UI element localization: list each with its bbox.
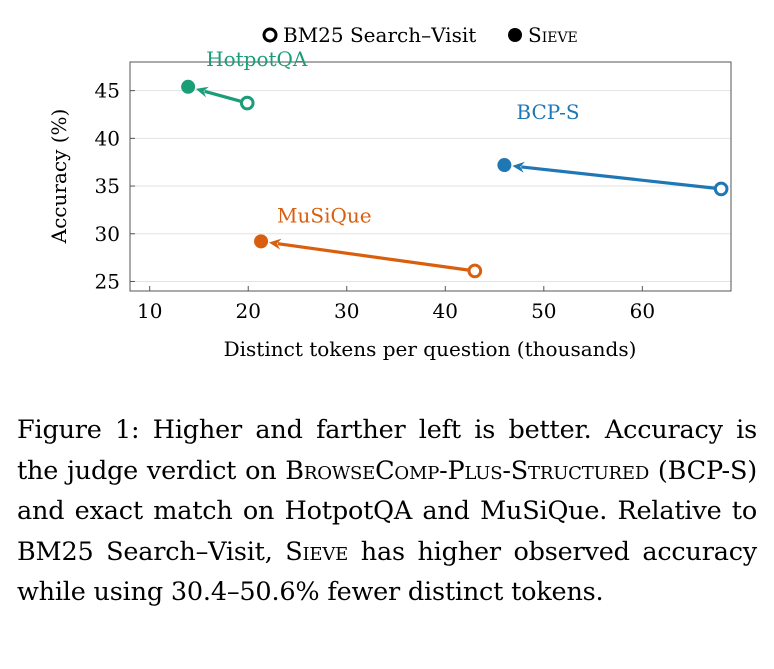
y-tick-label: 25 — [95, 269, 120, 293]
point-bm25-musique — [467, 263, 483, 279]
series-group: HotpotQA BCP-S MuSiQue — [181, 47, 729, 279]
series-label-hotpotqa: HotpotQA — [206, 47, 308, 71]
arrow-head-hotpotqa — [195, 86, 209, 98]
point-sieve-hotpotqa — [181, 79, 196, 94]
arrow-line-musique — [277, 242, 469, 272]
series-bcp-s: BCP-S — [497, 100, 729, 197]
legend-label-sieve: Sieve — [528, 23, 578, 47]
y-tick-label: 40 — [95, 126, 120, 150]
point-sieve-bcp-s — [497, 158, 512, 173]
caption-mid2: has higher observed accuracy while using — [17, 536, 757, 608]
y-axis-label: Accuracy (%) — [47, 109, 71, 245]
caption-prefix: Figure 1: Higher and farther left is bet… — [17, 415, 757, 486]
grid-lines — [130, 90, 731, 282]
y-tick-label: 30 — [95, 222, 120, 246]
point-bm25-hotpotqa — [239, 95, 255, 111]
arrow-line-bcp-s — [521, 165, 715, 190]
legend: BM25 Search–Visit Sieve — [262, 23, 578, 47]
arrow-line-hotpotqa — [204, 89, 241, 103]
legend-label-bm25: BM25 Search–Visit — [283, 23, 476, 47]
figure-caption: Figure 1: Higher and farther left is bet… — [17, 410, 757, 613]
x-tick-label: 10 — [137, 299, 162, 323]
series-musique: MuSiQue — [254, 203, 483, 279]
x-tick-label: 40 — [433, 299, 458, 323]
caption-dataset-name: BrowseComp-Plus-Structured — [285, 455, 650, 486]
x-tick-label: 20 — [236, 299, 261, 323]
x-tick-label: 30 — [334, 299, 359, 323]
x-axis-label: Distinct tokens per question (thousands) — [224, 337, 637, 361]
plot-frame — [129, 61, 732, 292]
point-sieve-musique — [254, 234, 269, 249]
x-tick-label: 60 — [630, 299, 655, 323]
caption-method-name: Sieve — [285, 536, 349, 567]
series-hotpotqa: HotpotQA — [181, 47, 308, 111]
y-tick-label: 45 — [95, 79, 120, 103]
caption-suffix: fewer distinct tokens. — [319, 577, 604, 607]
y-tick-label: 35 — [95, 174, 120, 198]
point-bm25-bcp-s — [713, 181, 729, 197]
x-tick-label: 50 — [531, 299, 556, 323]
legend-filled-circle-marker — [508, 28, 522, 42]
caption-mid1: (BCP-S) and exact match on HotpotQA and … — [17, 455, 757, 567]
axis-ticks: 25 30 35 40 45 10 20 30 40 50 60 — [95, 79, 656, 323]
series-label-bcp-s: BCP-S — [516, 100, 579, 124]
series-label-musique: MuSiQue — [277, 203, 372, 227]
chart: 25 30 35 40 45 10 20 30 40 50 60 HotpotQA BCP-S MuSi… — [47, 23, 732, 361]
caption-range: 30.4–50.6% — [170, 577, 320, 607]
arrow-head-bcp-s — [512, 161, 525, 173]
arrow-head-musique — [268, 238, 282, 250]
legend-open-circle-marker — [262, 27, 278, 43]
